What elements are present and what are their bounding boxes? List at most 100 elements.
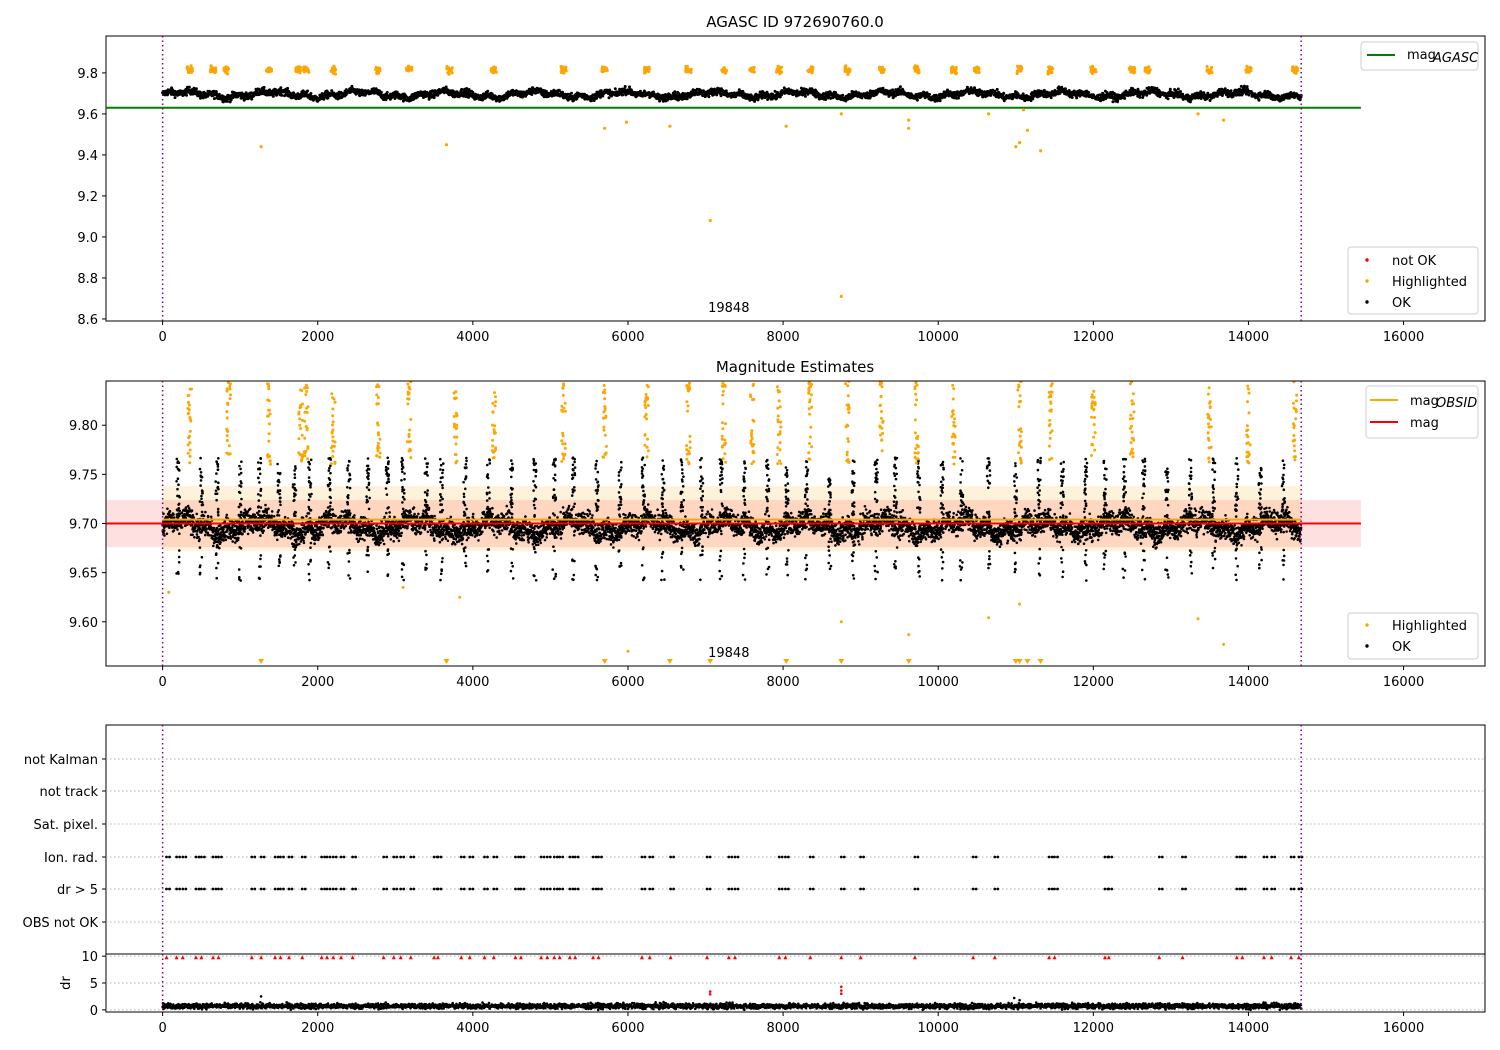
agasc-ytick-label: 8.6 (77, 313, 98, 328)
agasc-highlighted-point (1048, 67, 1052, 71)
agasc-ok-point-group (161, 84, 1303, 104)
agasc-ok-point (595, 96, 599, 100)
agasc-ok-point (829, 96, 833, 100)
magnitude-ok-point (191, 513, 195, 517)
agasc-ytick-label: 9.0 (77, 231, 98, 246)
agasc-highlighted-point (302, 67, 306, 71)
agasc-highlighted-point (1196, 112, 1200, 116)
agasc-highlighted-point (490, 70, 494, 74)
agasc-highlighted-point (721, 69, 726, 73)
magnitude-ok-point (165, 532, 169, 536)
agasc-highlighted-point (446, 71, 450, 75)
magnitude-ok-point (176, 528, 179, 531)
agasc-highlighted-point (1015, 71, 1019, 76)
agasc-ok-point (1002, 99, 1006, 103)
agasc-ok-point (1179, 90, 1182, 93)
agasc-ok-point (379, 90, 383, 94)
agasc-ok-point (824, 98, 828, 101)
agasc-ok-point (623, 85, 627, 88)
agasc-plot-frame (105, 35, 1486, 322)
agasc-xtick-label: 8000 (767, 330, 800, 345)
agasc-ok-point (795, 89, 799, 93)
agasc-legend-line-sub: AGASC (1432, 51, 1479, 66)
magnitude-ok-point (239, 527, 243, 530)
agasc-highlighted-point (1222, 118, 1226, 122)
agasc-ok-point (1049, 96, 1053, 100)
agasc-ok-point (778, 95, 782, 99)
magnitude-ok-point (204, 533, 207, 537)
agasc-highlighted-point (214, 68, 218, 72)
agasc-highlighted-point (624, 120, 629, 124)
agasc-ok-point (1058, 91, 1062, 95)
agasc-ok-point (486, 89, 490, 93)
magnitude-ok-point (270, 514, 274, 518)
agasc-ok-point (1087, 91, 1091, 94)
magnitude-ok-point (263, 514, 267, 518)
agasc-ok-point (1168, 87, 1172, 91)
agasc-highlighted-point (267, 66, 271, 70)
agasc-ok-point (938, 99, 942, 103)
agasc-highlighted-point (225, 66, 229, 70)
magnitude-ok-point (180, 526, 184, 529)
magnitude-ok-point (218, 546, 221, 550)
agasc-highlighted-point (1089, 65, 1093, 69)
magnitude-ok-point (270, 510, 274, 513)
agasc-ok-point (187, 85, 191, 89)
agasc-highlighted-point (377, 66, 381, 70)
agasc-ok-point (1070, 96, 1074, 99)
agasc-ok-point (262, 85, 266, 89)
magnitude-ok-point (219, 541, 222, 544)
agasc-ok-point (613, 87, 617, 91)
magnitude-ok-point (172, 529, 176, 532)
agasc-highlighted-point (294, 68, 298, 72)
agasc-highlighted-point (774, 70, 779, 74)
agasc-highlighted-point (450, 71, 454, 75)
agasc-ok-point (212, 97, 216, 101)
magnitude-ok-point (243, 515, 246, 519)
agasc-ok-point (1229, 89, 1233, 93)
agasc-highlighted-point (708, 218, 712, 223)
agasc-ok-point (1031, 97, 1035, 101)
magnitude-ok-point (198, 538, 201, 541)
agasc-legend-point-marker (1365, 279, 1369, 283)
agasc-highlighted-point (1018, 69, 1022, 73)
magnitude-ok-point (243, 530, 246, 533)
agasc-highlighted-point (494, 70, 498, 74)
agasc-highlighted-point (1143, 66, 1147, 70)
magnitude-ok-point (248, 507, 252, 511)
agasc-highlighted-point (259, 145, 263, 149)
agasc-highlighted-point (307, 70, 311, 74)
magnitude-ok-point (168, 509, 172, 513)
magnitude-ok-point (262, 529, 265, 532)
agasc-highlighted-point (1205, 65, 1209, 69)
agasc-highlighted-point (185, 65, 189, 69)
magnitude-ok-point (195, 533, 199, 536)
agasc-highlighted-point (332, 69, 336, 73)
agasc-highlighted-point (951, 65, 955, 69)
agasc-highlighted-point (977, 67, 981, 71)
agasc-highlighted-point (1050, 70, 1054, 75)
agasc-ok-point (697, 92, 701, 96)
agasc-ok-point (715, 93, 719, 97)
agasc-highlighted-point (444, 143, 449, 147)
agasc-panel: AGASC ID 972690760.0 0 2000 4000 6000 8000 10… (77, 13, 1486, 345)
agasc-highlighted-point (226, 72, 230, 76)
agasc-highlighted-point (843, 66, 848, 70)
agasc-highlighted-point (954, 72, 958, 76)
magnitude-ok-point (191, 533, 194, 537)
agasc-highlighted-point (305, 66, 309, 70)
agasc-highlighted-point (751, 66, 755, 70)
agasc-legend-point-label: not OK (1392, 254, 1437, 269)
agasc-highlighted-point (877, 65, 882, 69)
agasc-ok-point (279, 86, 283, 90)
agasc-obsid-label: 19848 (708, 301, 749, 316)
magnitude-ok-point (210, 534, 213, 537)
agasc-ytick-label: 9.2 (77, 190, 98, 205)
magnitude-ok-point (192, 516, 196, 519)
magnitude-ok-point (204, 510, 207, 514)
magnitude-ok-point (186, 504, 190, 508)
agasc-highlighted-point (688, 68, 693, 72)
agasc-highlighted-point (724, 68, 729, 73)
magnitude-ok-point (222, 539, 225, 542)
agasc-highlighted-point (1014, 145, 1018, 149)
